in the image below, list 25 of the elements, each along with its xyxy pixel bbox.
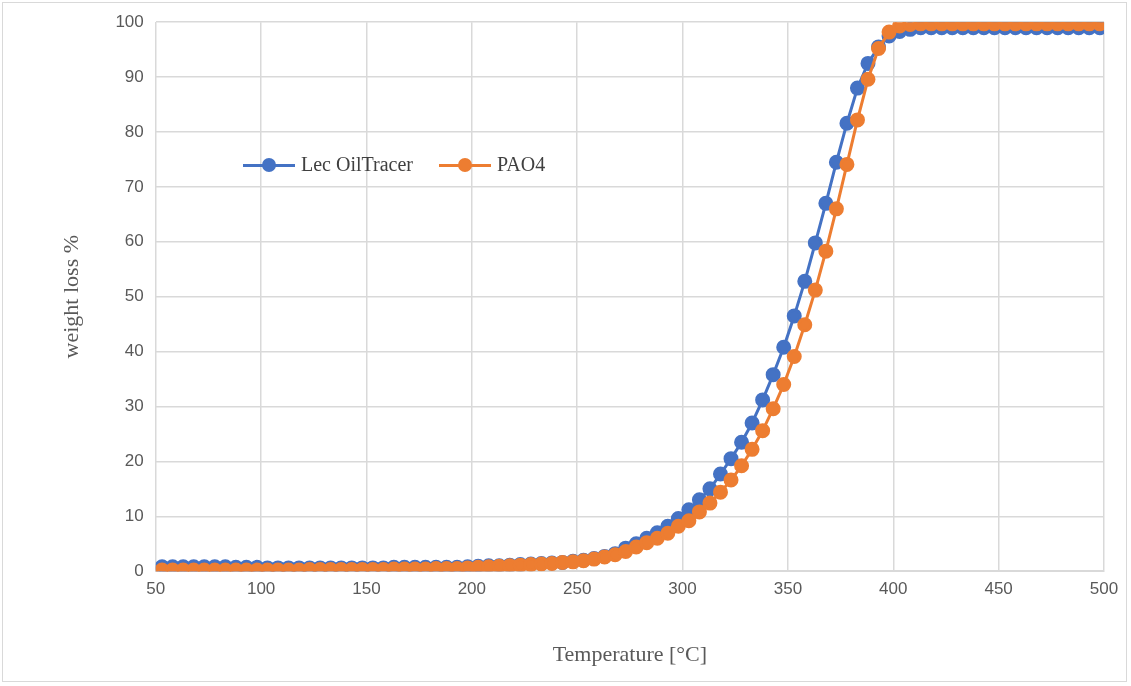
y-tick-label: 20 — [124, 451, 144, 471]
x-tick-label: 50 — [146, 579, 166, 599]
y-tick-label: 90 — [124, 66, 144, 86]
x-tick-label: 450 — [984, 579, 1013, 599]
y-tick-label: 60 — [124, 231, 144, 251]
y-tick-label: 70 — [124, 176, 144, 196]
legend-label: PAO4 — [497, 153, 546, 176]
y-tick-label: 50 — [124, 286, 144, 306]
y-tick-label: 0 — [134, 560, 144, 580]
x-axis-title: Temperature [°C] — [552, 640, 708, 666]
y-axis-title: weight loss % — [57, 234, 83, 359]
y-tick-label: 100 — [115, 11, 144, 31]
x-tick-label: 100 — [246, 579, 276, 599]
x-tick-label: 150 — [352, 579, 381, 599]
x-tick-label: 350 — [773, 579, 803, 599]
y-tick-label: 40 — [124, 341, 144, 361]
y-tick-label: 30 — [124, 396, 144, 416]
x-tick-label: 200 — [457, 579, 487, 599]
x-tick-label: 300 — [668, 579, 697, 599]
x-tick-label: 250 — [563, 579, 592, 599]
y-tick-label: 80 — [124, 121, 144, 141]
y-tick-label: 10 — [124, 505, 144, 525]
x-tick-label: 400 — [879, 579, 908, 599]
legend-label: Lec OilTracer — [301, 153, 413, 176]
x-tick-label: 500 — [1089, 579, 1119, 599]
